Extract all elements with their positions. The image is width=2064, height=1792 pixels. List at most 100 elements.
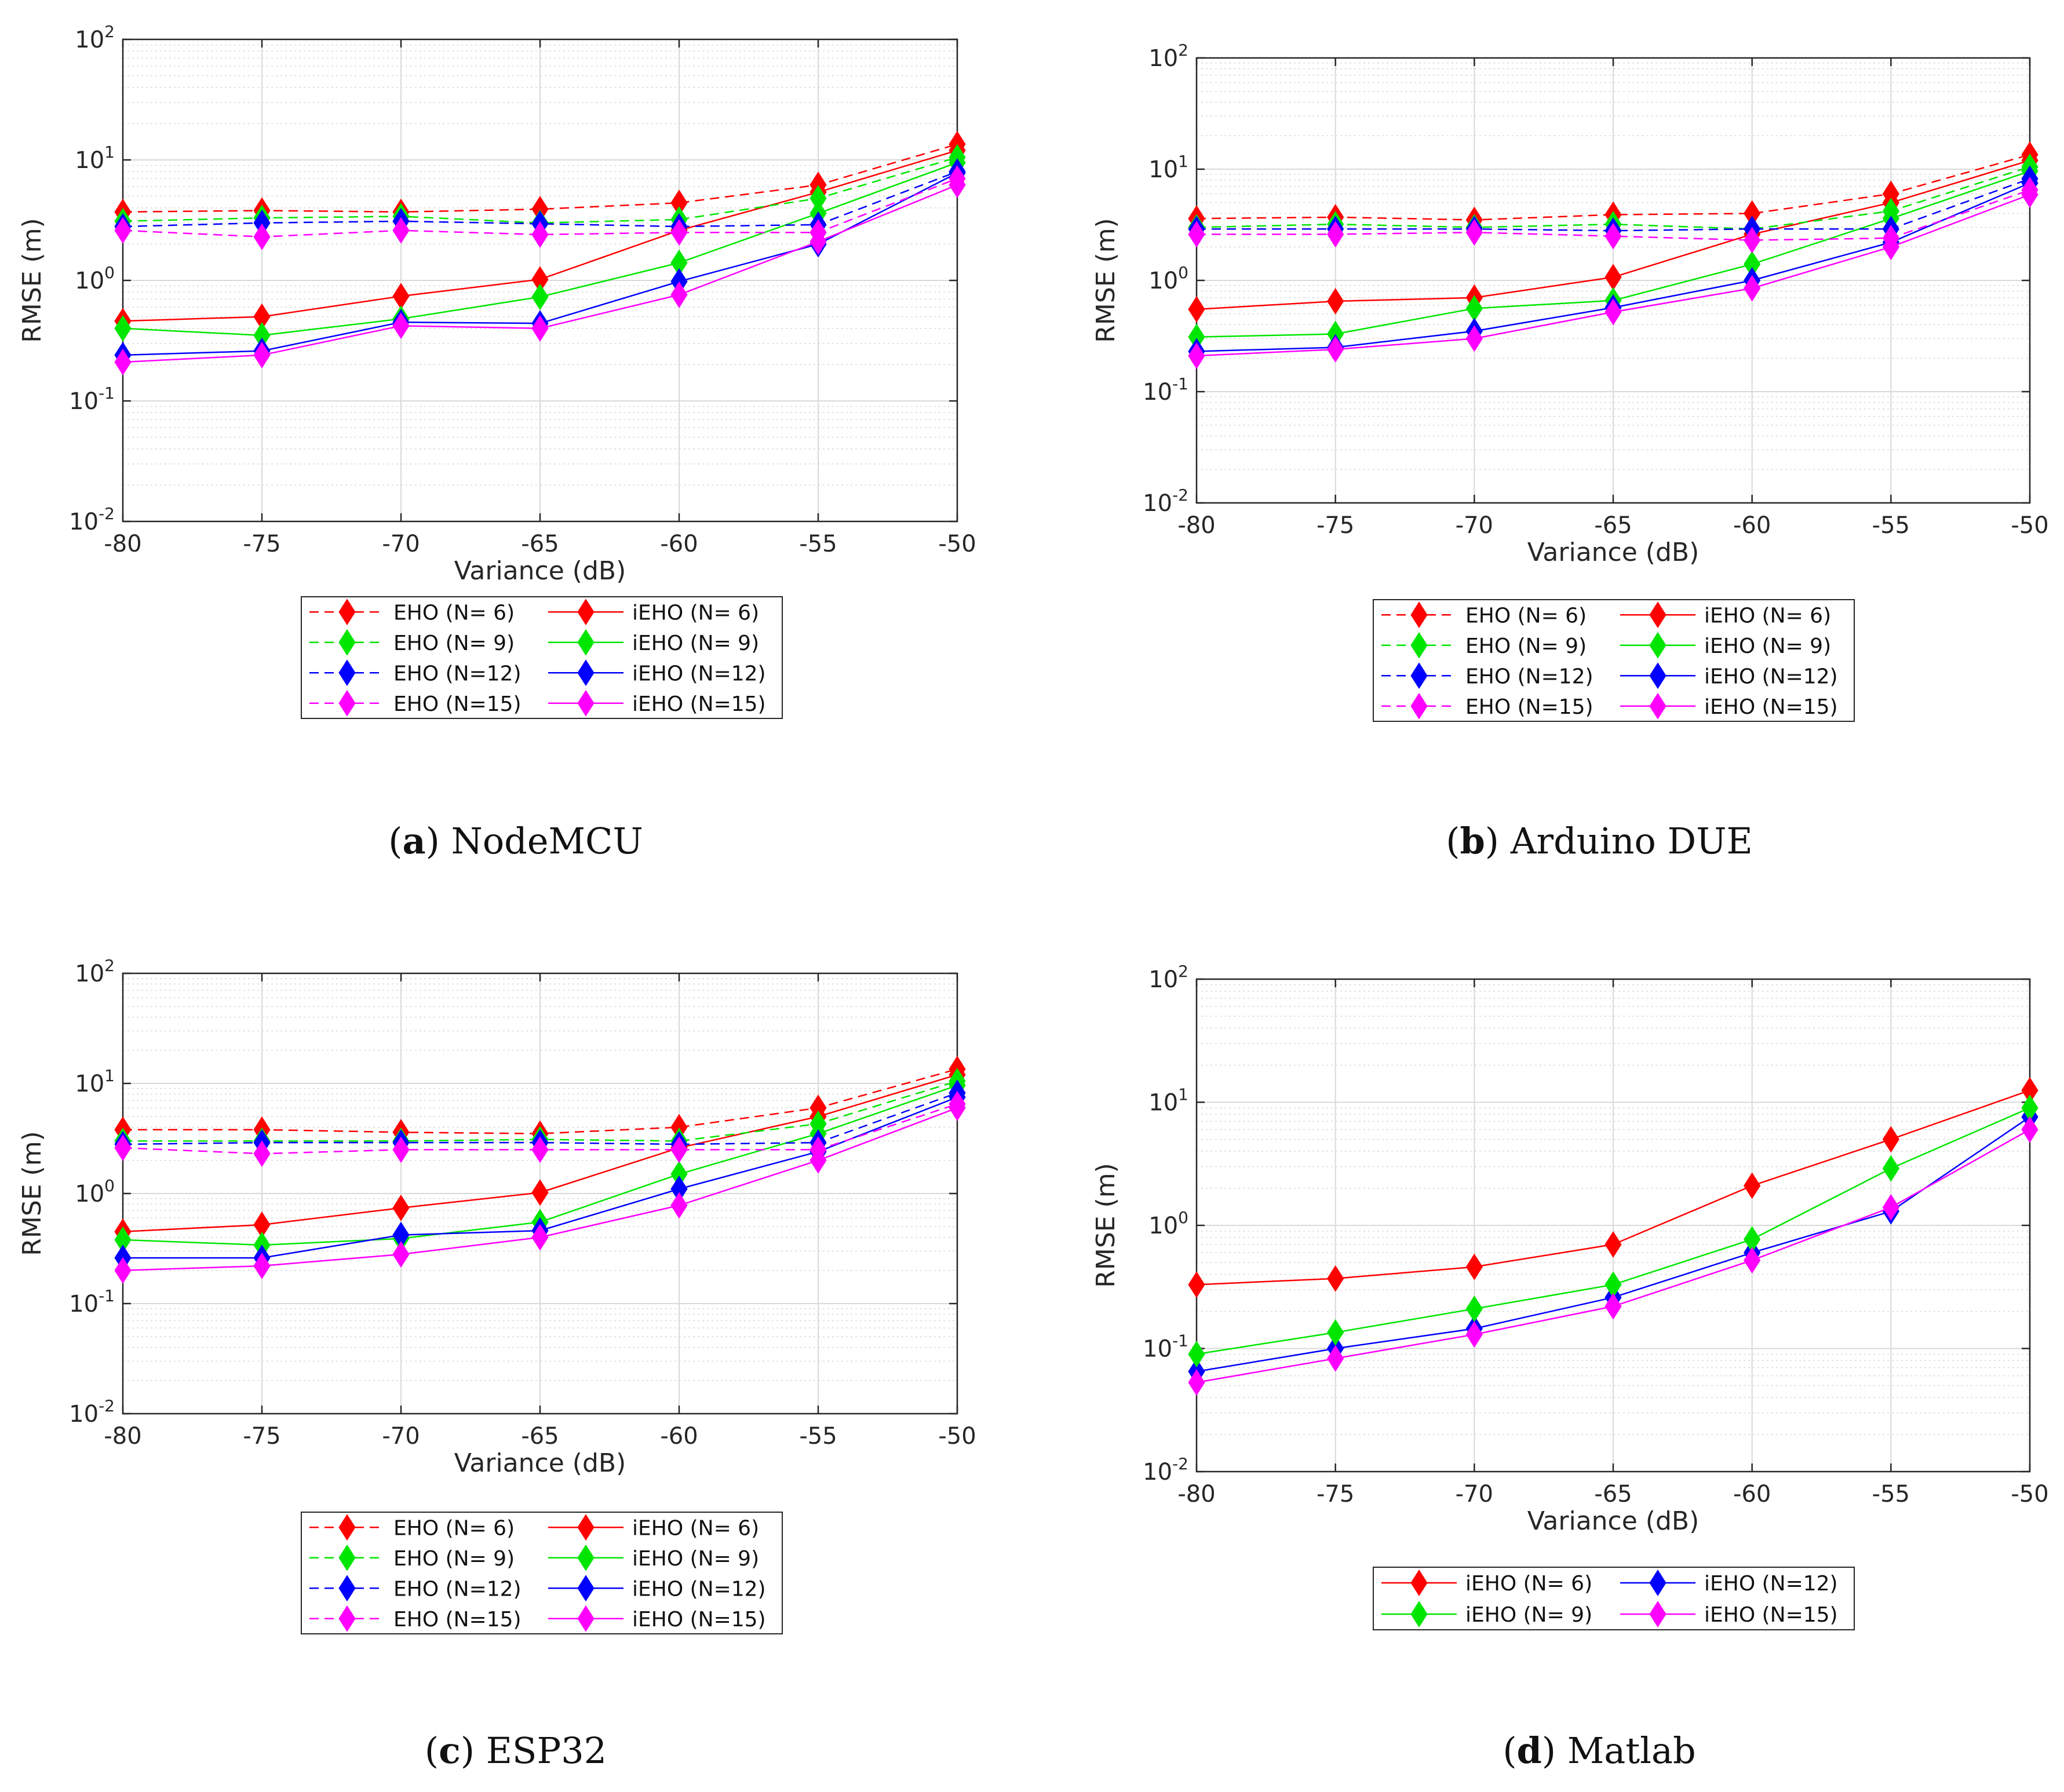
y-axis-label: RMSE (m) <box>17 218 47 342</box>
legend: EHO (N= 6) iEHO (N= 6) EHO (N= 9) iEHO (N= … <box>301 596 783 719</box>
legend-marker <box>577 1605 595 1632</box>
legend-item: iEHO (N=15) <box>1620 692 1838 720</box>
y-tick-label: 100 <box>1148 1208 1188 1239</box>
legend-item: iEHO (N= 6) <box>1381 1570 1592 1596</box>
data-point <box>1882 233 1899 261</box>
legend: EHO (N= 6) iEHO (N= 6) EHO (N= 9) iEHO (N= … <box>1373 599 1855 722</box>
data-point <box>531 1179 549 1206</box>
data-point <box>253 223 271 250</box>
caption-d: (d) Matlab <box>1503 1729 1696 1772</box>
data-point <box>392 1194 410 1221</box>
legend-marker <box>577 629 595 656</box>
caption-a: (a) NodeMCU <box>388 820 643 862</box>
x-tick-label: -80 <box>104 531 141 557</box>
x-axis-label: Variance (dB) <box>1527 1506 1700 1536</box>
legend-marker <box>338 1514 356 1541</box>
legend-box <box>1373 1567 1855 1630</box>
legend-marker <box>1649 1570 1666 1596</box>
legend-item: EHO (N=15) <box>309 689 522 717</box>
legend-label: EHO (N= 6) <box>1465 604 1587 627</box>
legend-item: EHO (N=12) <box>1381 662 1593 689</box>
x-tick-label: -55 <box>1872 1481 1910 1508</box>
legend-marker <box>338 689 356 717</box>
legend-label: EHO (N=12) <box>1465 665 1593 688</box>
legend: EHO (N= 6) iEHO (N= 6) EHO (N= 9) iEHO (N= … <box>301 1512 783 1634</box>
legend-marker <box>1649 632 1666 659</box>
x-tick-label: -75 <box>1317 512 1354 539</box>
y-tick-label: 101 <box>1148 1085 1188 1116</box>
data-point <box>2021 181 2039 208</box>
legend-marker <box>338 1605 356 1632</box>
legend-item: iEHO (N= 9) <box>548 629 759 656</box>
data-point <box>114 1257 132 1284</box>
x-tick-label: -70 <box>1456 1481 1493 1508</box>
x-tick-label: -65 <box>521 1423 559 1450</box>
x-tick-label: -70 <box>1456 512 1493 539</box>
chart-panel-c: -80 -75 -70 -65 -60 -55 -50 10-2 10-1 100 101 102 Va… <box>17 956 976 1634</box>
x-tick-label: -55 <box>1872 512 1910 539</box>
x-tick-label: -75 <box>1317 1481 1354 1508</box>
legend-marker <box>338 598 356 626</box>
y-tick-label: 102 <box>75 22 115 53</box>
y-tick-label: 100 <box>75 1176 115 1207</box>
legend-marker <box>577 1544 595 1571</box>
data-point <box>949 1094 966 1122</box>
x-tick-label: -75 <box>243 1423 280 1450</box>
legend-marker <box>338 629 356 656</box>
legend-marker <box>1410 632 1428 659</box>
legend-item: EHO (N=15) <box>1381 692 1593 720</box>
legend-label: iEHO (N= 9) <box>1704 634 1831 658</box>
y-tick-label: 102 <box>75 956 115 987</box>
data-point <box>114 1134 132 1162</box>
legend-item: iEHO (N=12) <box>548 1575 766 1602</box>
legend-label: iEHO (N=12) <box>632 662 766 685</box>
data-point <box>1327 1265 1344 1292</box>
legend-item: EHO (N= 6) <box>309 1514 515 1541</box>
legend-item: iEHO (N= 6) <box>1620 601 1831 629</box>
data-point <box>1465 1321 1483 1348</box>
data-point <box>1465 219 1483 246</box>
x-axis-label: Variance (dB) <box>1527 538 1700 567</box>
legend-marker <box>1649 692 1666 720</box>
data-point <box>1188 342 1205 370</box>
legend-item: iEHO (N=15) <box>1620 1601 1838 1627</box>
series-eho-n-15- <box>1188 176 2039 254</box>
legend-item: iEHO (N= 9) <box>548 1544 759 1571</box>
chart-panel-d: -80 -75 -70 -65 -60 -55 -50 10-2 10-1 100 101 102 Va… <box>1091 962 2049 1630</box>
legend-item: EHO (N= 6) <box>309 598 515 626</box>
legend-label: iEHO (N=12) <box>632 1577 766 1601</box>
legend-marker <box>338 1575 356 1602</box>
legend-marker <box>1649 662 1666 689</box>
y-tick-label: 10-2 <box>1143 486 1188 517</box>
data-point <box>531 315 549 342</box>
y-tick-label: 10-2 <box>69 1396 115 1428</box>
legend-marker <box>1410 662 1428 689</box>
data-point <box>1465 325 1483 352</box>
data-point <box>809 228 827 255</box>
legend-item: EHO (N=12) <box>309 1575 522 1602</box>
legend-label: EHO (N= 9) <box>1465 634 1587 658</box>
x-tick-label: -65 <box>1594 1481 1632 1508</box>
x-tick-label: -60 <box>660 1423 698 1450</box>
legend-marker <box>577 1575 595 1602</box>
data-point <box>1188 1271 1205 1298</box>
data-point <box>1604 1231 1622 1258</box>
y-axis-label: RMSE (m) <box>1091 1163 1121 1287</box>
legend-item: iEHO (N=15) <box>548 689 766 717</box>
x-tick-label: -80 <box>1177 1481 1215 1508</box>
data-point <box>531 1136 549 1163</box>
legend-item: iEHO (N=12) <box>1620 1570 1838 1596</box>
x-tick-label: -50 <box>2011 512 2048 539</box>
series-ieho-n-9- <box>1188 1094 2039 1368</box>
legend-label: EHO (N=12) <box>393 662 522 685</box>
data-point <box>1604 298 1622 326</box>
legend-label: iEHO (N=15) <box>632 1608 766 1632</box>
caption-b: (b) Arduino DUE <box>1446 820 1753 862</box>
legend-label: iEHO (N=12) <box>1704 665 1838 688</box>
data-point <box>1188 221 1205 248</box>
x-tick-label: -65 <box>1594 512 1632 539</box>
x-tick-label: -60 <box>1733 1481 1771 1508</box>
caption-c: (c) ESP32 <box>424 1729 607 1772</box>
series-ieho-n-15- <box>1188 181 2039 370</box>
